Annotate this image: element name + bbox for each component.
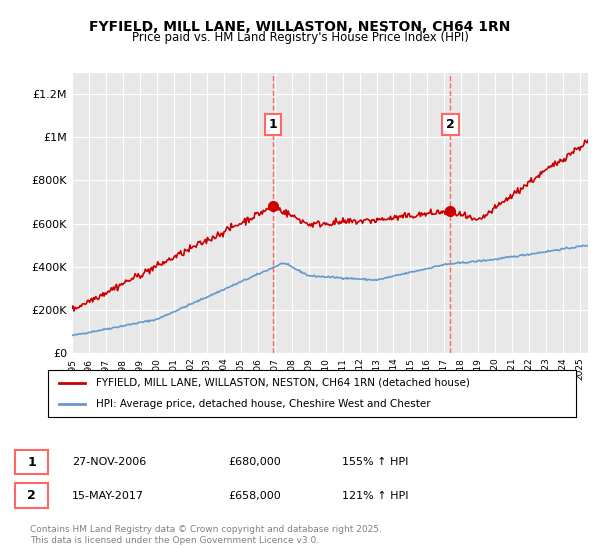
Text: 27-NOV-2006: 27-NOV-2006 [72, 457, 146, 467]
Text: 1: 1 [269, 118, 278, 131]
Text: 2: 2 [27, 489, 36, 502]
Text: 121% ↑ HPI: 121% ↑ HPI [342, 491, 409, 501]
Text: FYFIELD, MILL LANE, WILLASTON, NESTON, CH64 1RN: FYFIELD, MILL LANE, WILLASTON, NESTON, C… [89, 20, 511, 34]
Text: 15-MAY-2017: 15-MAY-2017 [72, 491, 144, 501]
Text: 2: 2 [446, 118, 455, 131]
Text: Contains HM Land Registry data © Crown copyright and database right 2025.
This d: Contains HM Land Registry data © Crown c… [30, 525, 382, 545]
Text: HPI: Average price, detached house, Cheshire West and Chester: HPI: Average price, detached house, Ches… [95, 399, 430, 409]
Text: 155% ↑ HPI: 155% ↑ HPI [342, 457, 409, 467]
Text: 1: 1 [27, 455, 36, 469]
Text: FYFIELD, MILL LANE, WILLASTON, NESTON, CH64 1RN (detached house): FYFIELD, MILL LANE, WILLASTON, NESTON, C… [95, 378, 469, 388]
Text: £680,000: £680,000 [228, 457, 281, 467]
Text: £658,000: £658,000 [228, 491, 281, 501]
Text: Price paid vs. HM Land Registry's House Price Index (HPI): Price paid vs. HM Land Registry's House … [131, 31, 469, 44]
